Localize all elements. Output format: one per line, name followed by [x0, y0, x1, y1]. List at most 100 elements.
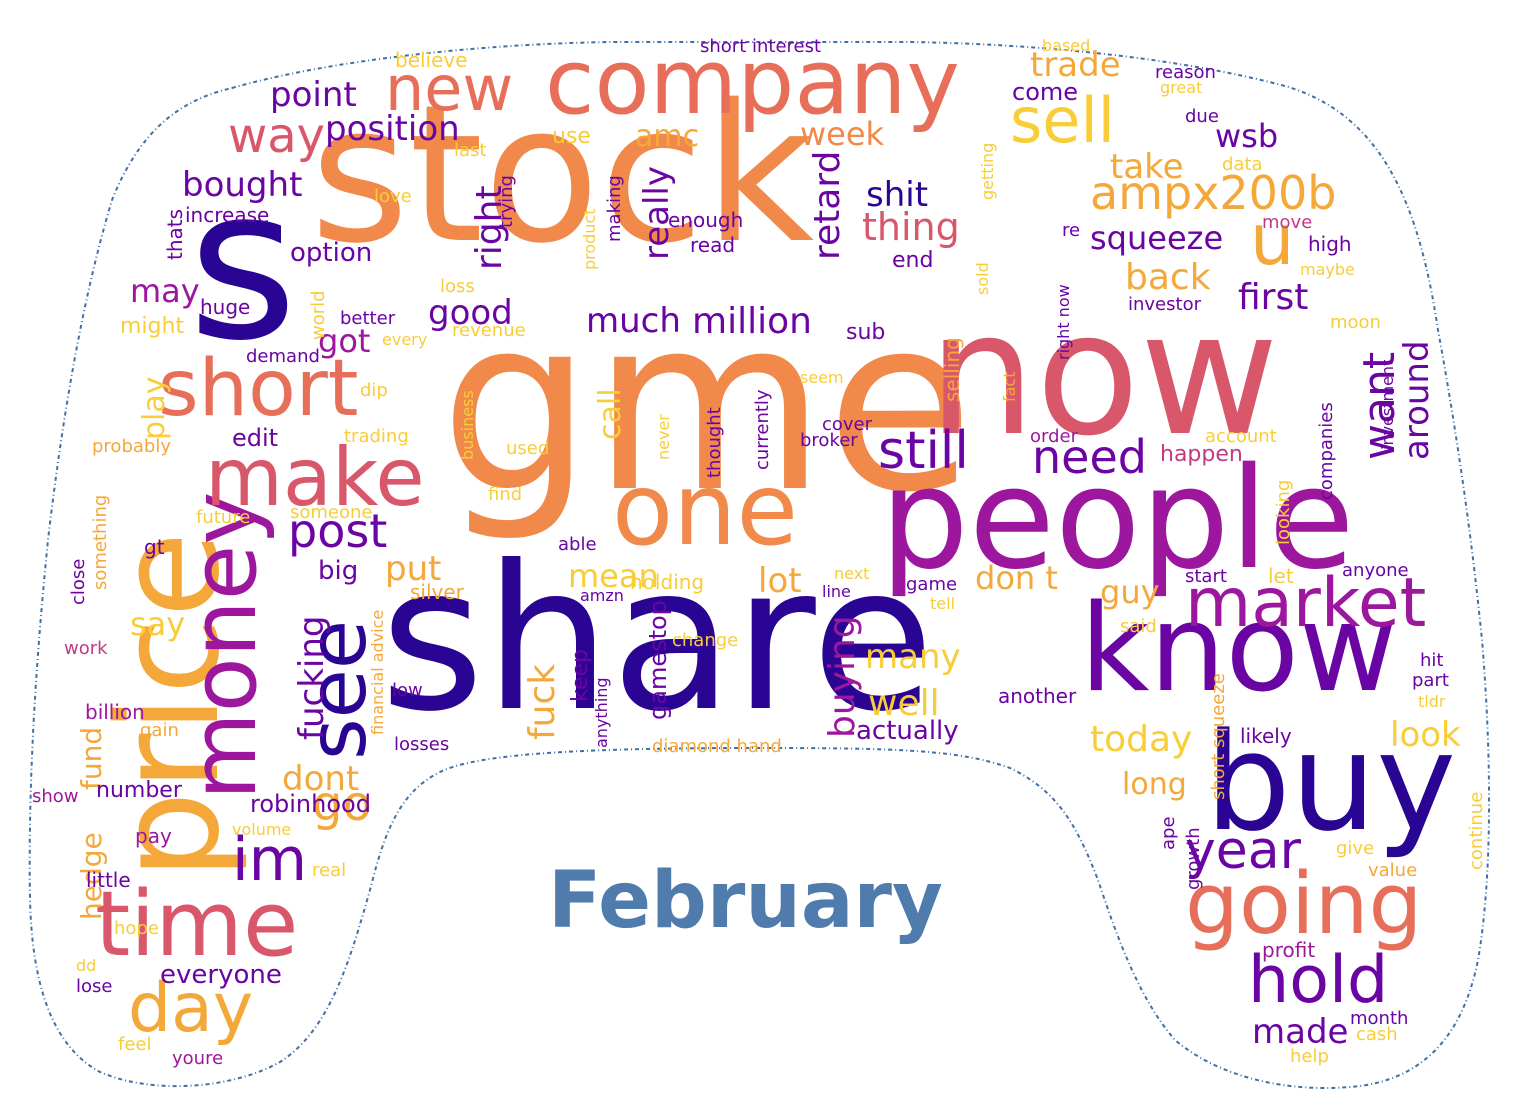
word-amzn: amzn	[580, 586, 624, 605]
word-squeeze: squeeze	[1090, 219, 1224, 257]
word-likely: likely	[1240, 724, 1292, 748]
word-edit: edit	[232, 424, 279, 452]
word-might: might	[120, 314, 185, 339]
word-amc: amc	[635, 119, 700, 154]
word-show: show	[32, 786, 79, 807]
word-million: million	[692, 301, 812, 342]
word-start: start	[1185, 566, 1227, 587]
word-back: back	[1125, 257, 1211, 298]
word-little: little	[86, 868, 131, 892]
word-everyone: everyone	[160, 960, 282, 990]
word-currently: currently	[752, 389, 773, 470]
word-sold: sold	[973, 262, 992, 295]
word-increase: increase	[185, 203, 270, 227]
word-every: every	[382, 330, 428, 349]
word-line: line	[822, 582, 851, 601]
word-gain: gain	[140, 720, 179, 741]
word-ape: ape	[1158, 816, 1179, 850]
word-time: time	[95, 872, 299, 977]
word-next: next	[834, 564, 870, 583]
word-dip: dip	[360, 380, 388, 401]
word-account: account	[1205, 426, 1277, 447]
word-hold: hold	[1248, 943, 1389, 1018]
word-retard: retard	[807, 150, 848, 260]
word-new: new	[385, 52, 514, 125]
word-game: game	[906, 574, 958, 595]
word-pay: pay	[135, 824, 172, 848]
word-profit: profit	[1262, 938, 1316, 962]
word-money: money	[172, 491, 277, 800]
word-dont: dont	[282, 759, 360, 799]
word-fucking: fucking	[292, 615, 332, 740]
word-trade: trade	[1030, 45, 1121, 85]
word-day: day	[128, 969, 254, 1048]
word-gt: gt	[144, 535, 165, 559]
word-anyone: anyone	[1342, 560, 1409, 581]
word-make: make	[205, 431, 425, 524]
word-take: take	[1110, 147, 1184, 187]
word-sub: sub	[846, 320, 886, 345]
word-today: today	[1090, 719, 1193, 760]
word-probably: probably	[92, 436, 171, 457]
word-thought: thought	[704, 407, 725, 478]
word-right-now: right now	[1054, 284, 1073, 360]
word-happen: happen	[1160, 442, 1243, 467]
word-hope: hope	[114, 918, 159, 939]
word-play: play	[137, 376, 172, 440]
word-know: know	[1080, 580, 1398, 719]
word-move: move	[1262, 212, 1313, 233]
word-people: people	[880, 438, 1355, 601]
word-around: around	[1397, 340, 1437, 460]
word-broker: broker	[800, 430, 858, 451]
controller-silhouette	[28, 41, 1491, 1089]
word-fuck: fuck	[522, 663, 563, 740]
word-something: something	[90, 494, 111, 590]
word-great: great	[1160, 78, 1203, 97]
word-selling: selling	[940, 337, 964, 402]
word-gme: gme	[440, 265, 974, 545]
word-actually: actually	[856, 716, 959, 746]
word-good: good	[428, 293, 513, 333]
word-losses: losses	[394, 734, 450, 755]
word-way: way	[228, 108, 326, 164]
word-need: need	[1032, 430, 1147, 484]
word-thats: thats	[163, 208, 187, 260]
word-shit: shit	[866, 175, 929, 215]
word-go: go	[312, 776, 372, 832]
word-still: still	[878, 421, 969, 481]
word-better: better	[340, 308, 396, 329]
word-moon: moon	[1330, 312, 1381, 333]
word-first: first	[1238, 277, 1309, 318]
word-said: said	[1120, 616, 1157, 637]
word-world: world	[308, 290, 329, 340]
word-data: data	[1222, 154, 1263, 175]
word-future: future	[196, 507, 251, 528]
word-gamestop: gamestop	[644, 600, 672, 720]
word-company: company	[545, 30, 960, 135]
word-love: love	[374, 186, 412, 207]
word-short-interest: short interest	[700, 36, 822, 57]
word-option: option	[290, 238, 373, 268]
month-caption: February	[548, 856, 943, 946]
word-someone: someone	[290, 502, 373, 523]
word-ampx200b: ampx200b	[1090, 166, 1337, 220]
word-used: used	[506, 438, 550, 459]
word-cover: cover	[822, 414, 873, 435]
word-buy: buy	[1205, 704, 1457, 861]
word-number: number	[96, 778, 182, 803]
word-tell: tell	[930, 594, 956, 613]
word-revenue: revenue	[452, 320, 526, 341]
word-call: call	[593, 388, 628, 440]
word-never: never	[654, 414, 673, 460]
word-getting: getting	[978, 142, 997, 200]
word-market: market	[1185, 564, 1427, 643]
word-re: re	[1062, 220, 1081, 241]
word-short: short	[158, 344, 359, 434]
word-point: point	[270, 75, 357, 115]
word-able: able	[558, 534, 597, 555]
word-position: position	[325, 109, 460, 149]
word-order: order	[1030, 426, 1078, 447]
